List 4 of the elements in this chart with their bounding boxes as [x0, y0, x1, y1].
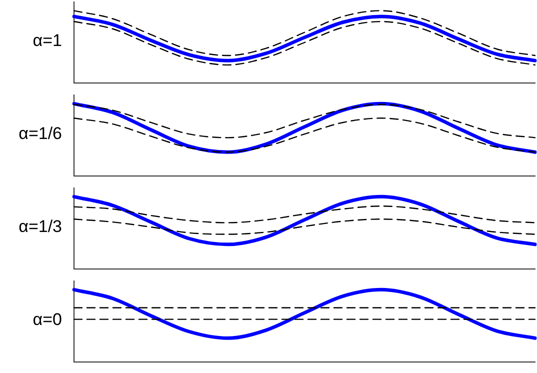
y-axis-title: α=1/3 [18, 216, 62, 236]
y-axis-title: α=0 [32, 310, 62, 330]
y-axis-title: α=1/6 [18, 124, 62, 144]
y-axis-title: α=1 [32, 30, 62, 50]
